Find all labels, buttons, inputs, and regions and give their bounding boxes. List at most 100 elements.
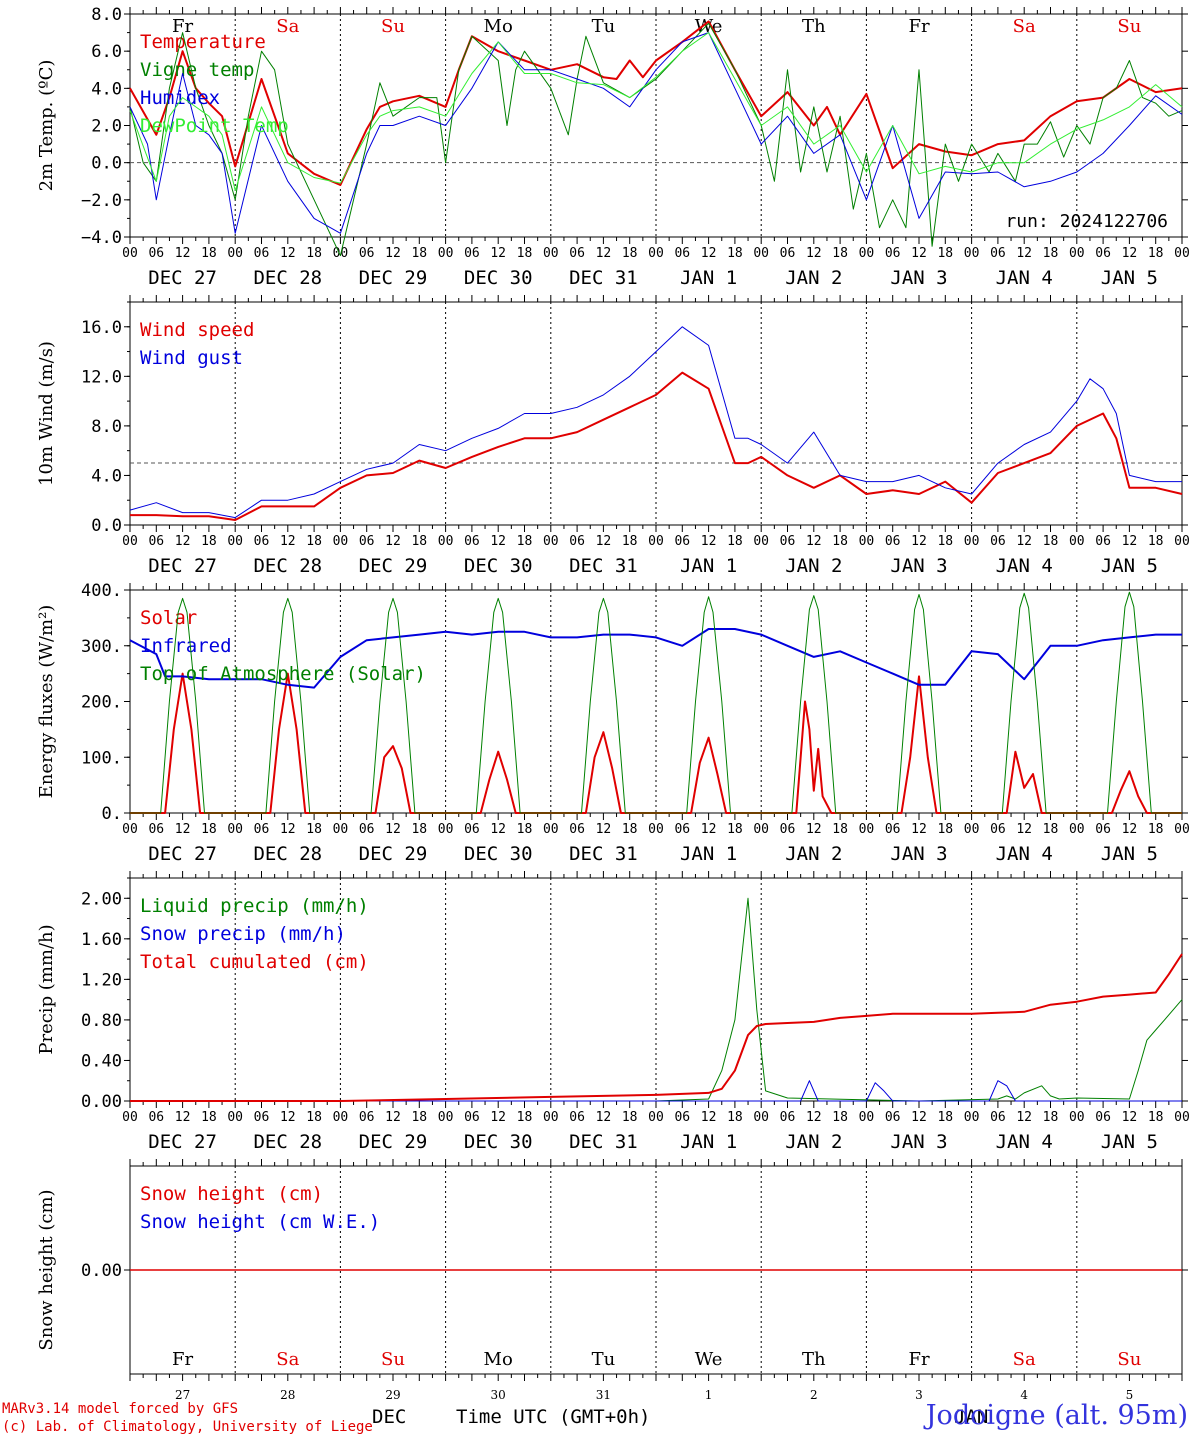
x-hour-label: 18 (1043, 246, 1059, 261)
x-date-label: DEC 31 (569, 555, 638, 577)
legend-entry: Solar (140, 607, 197, 629)
x-hour-label: 18 (517, 246, 533, 261)
x-hour-label: 06 (885, 246, 901, 261)
x-hour-label: 18 (517, 822, 533, 837)
x-date-label: JAN 2 (785, 843, 842, 865)
series-line-green (130, 897, 1183, 1102)
x-date-label: JAN 5 (1101, 555, 1158, 577)
x-hour-label: 18 (622, 246, 638, 261)
day-number-label: 3 (915, 1388, 923, 1402)
weekday-label-top: Su (381, 16, 405, 37)
weekday-label: Fr (172, 1349, 193, 1370)
x-hour-label: 00 (122, 246, 138, 261)
x-date-label: DEC 30 (464, 267, 533, 289)
x-hour-label: 18 (306, 246, 322, 261)
weekday-label: Mo (484, 1349, 513, 1370)
x-hour-label: 06 (1095, 822, 1111, 837)
x-hour-label: 06 (885, 534, 901, 549)
legend-entry: Liquid precip (mm/h) (140, 895, 369, 917)
weekday-label: Sa (1013, 1349, 1036, 1370)
x-hour-label: 06 (359, 534, 375, 549)
x-date-label: JAN 1 (680, 267, 737, 289)
x-hour-label: 00 (543, 822, 559, 837)
x-hour-label: 18 (201, 1110, 217, 1125)
series-line-green (130, 591, 1182, 814)
x-hour-label: 12 (1122, 246, 1138, 261)
x-hour-label: 06 (464, 246, 480, 261)
x-hour-label: 18 (937, 246, 953, 261)
x-hour-label: 06 (254, 1110, 270, 1125)
x-hour-label: 06 (1095, 246, 1111, 261)
station-name: Jodoigne (alt. 95m) (925, 1400, 1188, 1431)
weekday-label-top: Su (1117, 16, 1141, 37)
series-line-red (130, 672, 1182, 814)
lab-credit: (c) Lab. of Climatology, University of L… (2, 1419, 373, 1435)
x-hour-label: 18 (517, 534, 533, 549)
x-hour-label: 12 (1122, 1110, 1138, 1125)
x-hour-label: 12 (701, 822, 717, 837)
x-date-label: DEC 28 (253, 1131, 322, 1153)
x-hour-label: 12 (1016, 1110, 1032, 1125)
x-hour-label: 12 (280, 246, 296, 261)
series-line-red (130, 953, 1183, 1102)
x-hour-label: 06 (885, 1110, 901, 1125)
x-hour-label: 12 (490, 1110, 506, 1125)
x-date-label: DEC 31 (569, 1131, 638, 1153)
x-hour-label: 12 (490, 534, 506, 549)
x-hour-label: 00 (1174, 246, 1190, 261)
x-hour-label: 00 (964, 534, 980, 549)
x-hour-label: 00 (753, 534, 769, 549)
day-number-label: 5 (1126, 1388, 1134, 1402)
x-hour-label: 12 (1016, 246, 1032, 261)
x-date-label: JAN 4 (996, 843, 1053, 865)
time-axis-label: Time UTC (GMT+0h) (456, 1406, 651, 1428)
series-line-blue (130, 1080, 1182, 1102)
x-hour-label: 00 (438, 246, 454, 261)
x-hour-label: 12 (806, 1110, 822, 1125)
x-hour-label: 06 (885, 822, 901, 837)
x-hour-label: 18 (411, 822, 427, 837)
x-hour-label: 12 (596, 246, 612, 261)
legend-entry: Top of Atmosphere (Solar) (140, 663, 426, 685)
x-hour-label: 12 (806, 246, 822, 261)
x-date-label: JAN 3 (890, 843, 947, 865)
y-tick-label: 1.60 (81, 930, 122, 950)
weekday-label: Fr (908, 1349, 929, 1370)
x-hour-label: 18 (832, 246, 848, 261)
weekday-label-top: Tu (592, 16, 616, 37)
x-hour-label: 12 (175, 534, 191, 549)
x-hour-label: 00 (964, 1110, 980, 1125)
y-axis-label: 10m Wind (m/s) (36, 341, 57, 486)
x-hour-label: 00 (438, 822, 454, 837)
x-hour-label: 00 (964, 246, 980, 261)
x-hour-label: 00 (122, 534, 138, 549)
x-hour-label: 00 (227, 822, 243, 837)
x-hour-label: 12 (911, 822, 927, 837)
legend-entry: Snow height (cm W.E.) (140, 1211, 380, 1233)
y-tick-label: 300. (81, 637, 122, 657)
x-hour-label: 00 (122, 822, 138, 837)
y-tick-label: −4.0 (81, 228, 122, 248)
x-hour-label: 06 (148, 246, 164, 261)
x-hour-label: 18 (1148, 534, 1164, 549)
x-hour-label: 12 (1122, 822, 1138, 837)
y-tick-label: −2.0 (81, 191, 122, 211)
x-hour-label: 06 (674, 246, 690, 261)
x-hour-label: 06 (990, 534, 1006, 549)
day-number-label: 28 (280, 1388, 295, 1402)
x-hour-label: 00 (333, 534, 349, 549)
x-hour-label: 18 (1043, 534, 1059, 549)
weekday-label: Th (802, 1349, 826, 1370)
x-hour-label: 06 (359, 822, 375, 837)
x-hour-label: 12 (701, 1110, 717, 1125)
x-hour-label: 12 (385, 534, 401, 549)
x-hour-label: 00 (753, 246, 769, 261)
series-line-red (130, 371, 1183, 521)
x-date-label: DEC 29 (359, 555, 428, 577)
x-hour-label: 00 (859, 246, 875, 261)
y-tick-label: 0.0 (91, 154, 122, 174)
x-hour-label: 00 (1069, 822, 1085, 837)
series-line-blue (129, 326, 1182, 519)
x-hour-label: 06 (990, 822, 1006, 837)
x-hour-label: 00 (1069, 246, 1085, 261)
